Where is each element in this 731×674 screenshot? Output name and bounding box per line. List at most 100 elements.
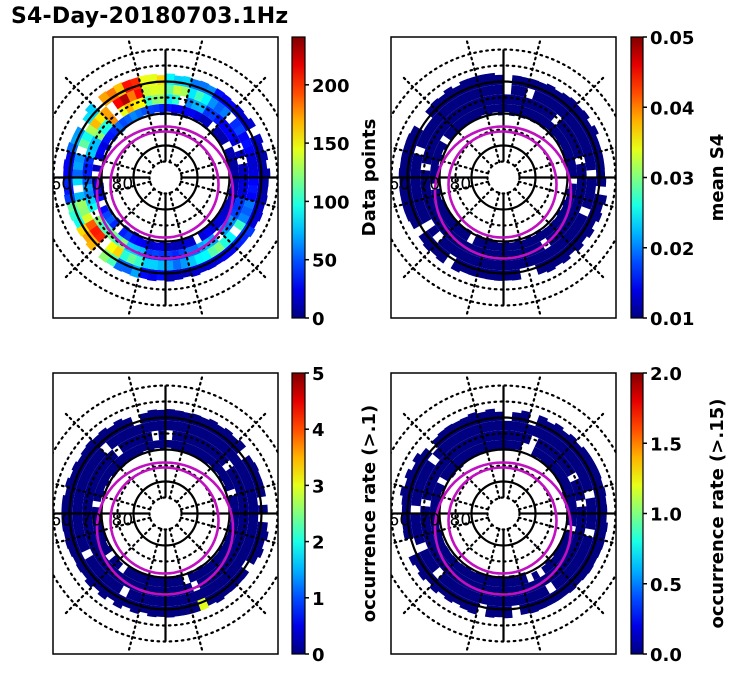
- data-bin: [567, 453, 580, 467]
- data-bin: [237, 183, 249, 193]
- data-bin: [218, 471, 230, 482]
- data-bin: [583, 191, 595, 202]
- data-bin: [404, 468, 420, 482]
- data-bin: [487, 85, 497, 96]
- data-bin: [466, 446, 477, 459]
- data-bin: [230, 237, 244, 251]
- data-bin: [437, 106, 451, 119]
- data-bin: [555, 135, 568, 146]
- data-bin: [449, 245, 462, 258]
- data-bin: [247, 161, 258, 171]
- data-bin: [420, 183, 432, 192]
- data-bin: [236, 526, 248, 536]
- data-bin: [158, 430, 166, 441]
- data-bin: [157, 260, 166, 271]
- data-bin: [83, 525, 95, 536]
- data-bin: [237, 548, 250, 561]
- data-bin: [487, 421, 497, 432]
- data-bin: [193, 588, 205, 601]
- oval-equatorward: [95, 125, 235, 260]
- data-bin: [165, 420, 174, 431]
- data-bin: [535, 415, 549, 430]
- data-bin: [416, 205, 429, 217]
- data-bin: [105, 577, 118, 590]
- data-bin: [443, 214, 455, 225]
- data-bin: [214, 214, 226, 226]
- data-bin: [446, 218, 459, 230]
- data-bin: [555, 560, 568, 573]
- data-bin: [157, 420, 166, 431]
- data-bin: [165, 260, 174, 271]
- data-bin: [549, 88, 563, 102]
- data-bin: [451, 559, 462, 570]
- mlt-spoke: [391, 146, 490, 175]
- data-bin: [171, 440, 179, 451]
- data-bin: [172, 595, 182, 606]
- data-bin: [211, 589, 225, 604]
- data-bin: [99, 572, 113, 585]
- data-bin: [152, 241, 160, 251]
- data-bin: [229, 453, 242, 467]
- lat-label-60: 60: [389, 511, 411, 531]
- data-bin: [425, 104, 439, 118]
- data-bin: [82, 519, 94, 528]
- plot-area: 60 70 80: [53, 373, 278, 654]
- data-bin: [241, 117, 256, 132]
- data-bin: [165, 242, 172, 252]
- data-bin: [99, 106, 113, 119]
- data-bin: [97, 91, 113, 107]
- data-bin: [421, 491, 433, 501]
- data-bin: [234, 485, 246, 495]
- data-bin: [549, 219, 560, 230]
- data-bin: [551, 101, 564, 114]
- data-bin: [215, 466, 226, 477]
- data-bin: [571, 555, 584, 568]
- data-bin: [218, 442, 232, 455]
- data-bin: [82, 162, 94, 172]
- data-bin: [412, 452, 428, 468]
- data-bin: [517, 86, 528, 98]
- data-bin: [206, 223, 218, 235]
- data-bin: [224, 566, 237, 580]
- colorbar-tick-label: 1.0: [650, 505, 682, 526]
- data-bin: [419, 548, 432, 560]
- data-bin: [80, 446, 95, 461]
- data-bin: [586, 505, 597, 514]
- data-bin: [572, 485, 584, 495]
- data-bin: [550, 229, 563, 242]
- data-bin: [141, 593, 152, 605]
- data-bin: [229, 208, 241, 220]
- data-bin: [101, 560, 114, 573]
- data-bin: [449, 581, 462, 594]
- colorbar-tick-label: 1.5: [650, 434, 682, 455]
- data-bin: [98, 204, 110, 215]
- data-bin: [437, 572, 451, 585]
- data-bin: [574, 566, 589, 581]
- data-bin: [503, 260, 512, 271]
- data-bin: [538, 93, 551, 106]
- data-bin: [461, 449, 472, 462]
- data-bin: [82, 183, 94, 192]
- data-bin: [101, 135, 112, 145]
- data-bin: [439, 560, 452, 573]
- data-bin: [85, 532, 97, 542]
- data-bin: [207, 445, 220, 458]
- data-bin: [159, 439, 166, 450]
- data-bin: [221, 124, 234, 136]
- data-bin: [72, 513, 83, 522]
- data-bin: [583, 153, 595, 164]
- data-bin: [464, 426, 476, 439]
- data-bin: [248, 505, 259, 514]
- data-bin: [217, 118, 230, 131]
- data-bin: [559, 476, 571, 487]
- data-bin: [71, 461, 86, 475]
- data-bin: [412, 489, 424, 500]
- data-bin: [89, 224, 102, 238]
- mlt-spoke: [179, 180, 278, 209]
- oval-equatorward: [95, 461, 235, 596]
- data-bin: [158, 577, 166, 588]
- data-bin: [540, 105, 552, 118]
- data-bin: [224, 230, 237, 244]
- data-bin: [435, 459, 448, 472]
